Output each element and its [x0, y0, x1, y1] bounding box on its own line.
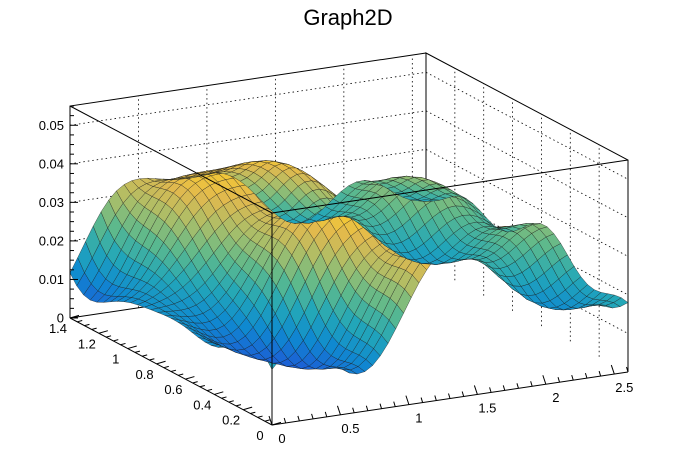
surface-mesh	[69, 160, 629, 375]
z-tick-label: 0.01	[39, 272, 64, 287]
x-tick-mark	[610, 364, 615, 375]
y-tick-mark	[163, 365, 169, 369]
axis-box-front	[69, 105, 629, 426]
y-tick-mark	[84, 323, 90, 327]
y-tick-label: 0.4	[193, 397, 211, 412]
y-tick-mark	[264, 419, 270, 422]
y-tick-mark	[134, 350, 141, 353]
x-tick-mark	[489, 387, 492, 393]
y-axis: 0 0.2 0.4 0.6 0.8 1 1.2 1.4	[49, 314, 282, 443]
y-tick-label: 0.6	[164, 382, 182, 397]
y-tick-mark	[98, 330, 108, 334]
x-tick-mark	[461, 391, 465, 397]
x-tick-mark	[584, 372, 588, 379]
x-tick-mark	[405, 395, 410, 405]
x-tick-mark	[379, 403, 383, 409]
x-axis: 0 0.5 1 1.5 2 2.5	[268, 364, 633, 446]
x-tick-mark	[598, 370, 602, 377]
z-tick-label: 0.02	[39, 233, 64, 248]
back-right-wall-edge	[425, 52, 629, 372]
y-tick-mark	[127, 345, 137, 350]
z-tick-label: 0.03	[39, 195, 64, 210]
y-tick-mark	[105, 335, 112, 338]
surface-cell	[418, 199, 433, 202]
x-tick-mark	[352, 407, 355, 413]
y-tick-mark	[149, 358, 155, 361]
z-grid-line	[69, 71, 629, 180]
x-tick-mark	[283, 417, 287, 424]
x-tick-mark	[571, 375, 574, 381]
y-tick-mark	[257, 415, 263, 418]
x-tick-mark	[336, 405, 341, 415]
x-tick-mark	[324, 411, 328, 417]
x-tick-mark	[516, 383, 519, 389]
x-tick-mark	[530, 381, 533, 387]
z-tick-label: 0.05	[39, 118, 64, 133]
y-tick-mark	[113, 339, 119, 342]
x-tick-label: 1.5	[478, 400, 496, 415]
x-tick-mark	[626, 366, 629, 373]
y-tick-label: 0.8	[136, 367, 154, 382]
x-tick-mark	[297, 415, 300, 422]
x-tick-mark	[268, 415, 273, 426]
x-tick-mark	[311, 413, 314, 420]
x-tick-mark	[365, 405, 369, 411]
y-tick-mark	[228, 400, 234, 403]
z-tick-label: 0	[57, 311, 64, 326]
x-tick-label: 2	[552, 390, 559, 405]
y-tick-mark	[77, 320, 83, 323]
y-tick-label: 1	[112, 352, 119, 367]
x-tick-label: 2.5	[615, 380, 633, 395]
y-tick-mark	[206, 388, 213, 392]
y-tick-mark	[243, 406, 253, 411]
x-tick-mark	[448, 393, 451, 399]
x-tick-mark	[473, 385, 478, 395]
y-tick-mark	[170, 369, 177, 372]
grid-lines	[69, 53, 629, 357]
y-tick-mark	[91, 327, 97, 330]
y-tick-mark	[271, 421, 282, 426]
x-tick-mark	[420, 397, 424, 403]
y-tick-mark	[221, 396, 227, 399]
x-tick-mark	[393, 401, 396, 407]
x-tick-mark	[557, 377, 561, 383]
y-tick-mark	[142, 354, 148, 357]
y-tick-mark	[199, 385, 205, 388]
z-axis: 0 0.01 0.02 0.03 0.04 0.05	[39, 105, 78, 326]
x-tick-label: 1	[415, 411, 422, 426]
x-tick-mark	[502, 385, 506, 391]
y-tick-label: 0.2	[222, 413, 240, 428]
y-tick-mark	[192, 381, 198, 384]
y-tick-mark	[235, 404, 242, 407]
x-tick-label: 0.5	[341, 421, 359, 436]
y-tick-mark	[178, 373, 184, 376]
x-tick-mark	[542, 375, 547, 385]
y-tick-mark	[69, 314, 80, 319]
y-tick-mark	[185, 376, 195, 380]
z-tick-label: 0.04	[39, 156, 64, 171]
y-tick-label: 0	[256, 428, 263, 443]
y-tick-mark	[120, 342, 126, 346]
y-tick-mark	[214, 391, 224, 395]
top-front-left-edge	[69, 105, 273, 214]
y-tick-label: 1.2	[78, 336, 96, 351]
chart-title: Graph2D	[303, 5, 392, 30]
top-front-right-edge	[271, 159, 629, 214]
x-tick-label: 0	[278, 431, 285, 446]
x-tick-mark	[434, 395, 437, 401]
y-tick-mark	[156, 360, 166, 365]
y-tick-mark	[250, 411, 256, 415]
y-tick-label: 1.4	[49, 321, 67, 336]
